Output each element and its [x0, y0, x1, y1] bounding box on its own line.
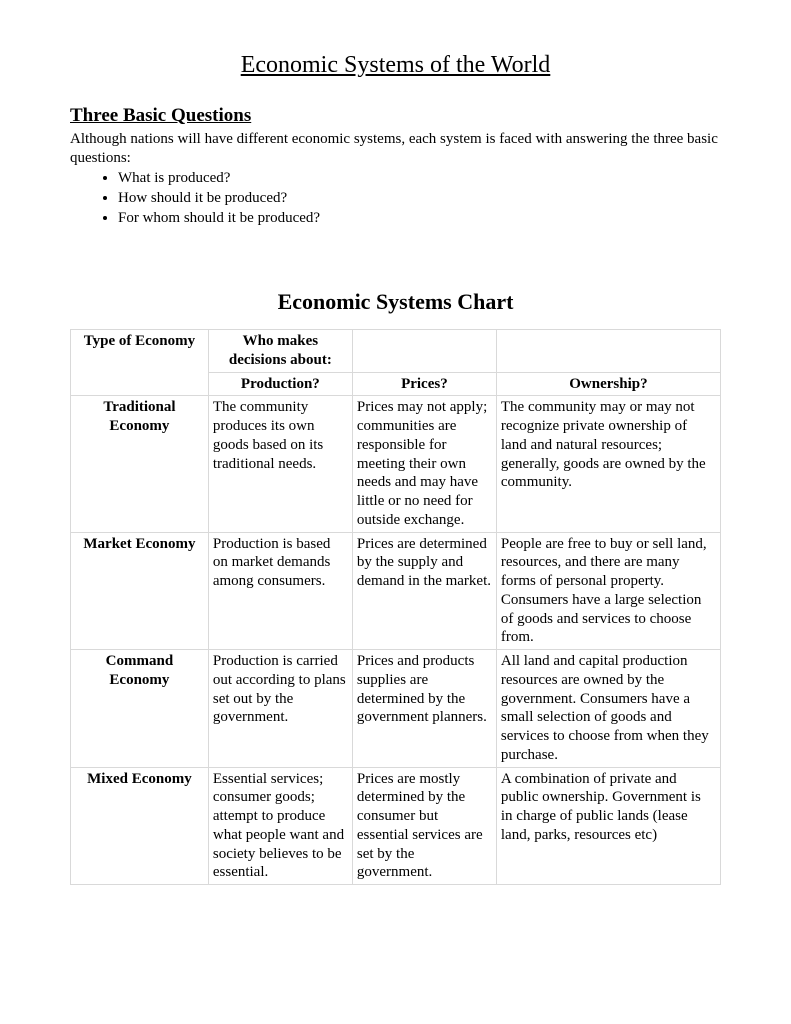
table-row: Command Economy Production is carried ou… — [71, 650, 721, 768]
header-decisions-line2: decisions about: — [229, 352, 332, 368]
row-type: Market Economy — [71, 532, 209, 650]
header-blank-1 — [352, 330, 496, 373]
page-title: Economic Systems of the World — [70, 50, 721, 80]
chart-title: Economic Systems Chart — [70, 288, 721, 316]
row-type-line2: Economy — [109, 418, 169, 434]
row-type: Mixed Economy — [71, 767, 209, 885]
row-ownership: People are free to buy or sell land, res… — [496, 532, 720, 650]
header-ownership: Ownership? — [496, 372, 720, 396]
list-item: For whom should it be produced? — [118, 209, 721, 228]
row-production: Production is based on market demands am… — [208, 532, 352, 650]
row-production: Production is carried out according to p… — [208, 650, 352, 768]
row-type-line1: Traditional — [103, 399, 175, 415]
row-production: The community produces its own goods bas… — [208, 396, 352, 532]
table-row: Traditional Economy The community produc… — [71, 396, 721, 532]
questions-list: What is produced? How should it be produ… — [118, 169, 721, 227]
list-item: What is produced? — [118, 169, 721, 188]
table-header-row-1: Type of Economy Who makes decisions abou… — [71, 330, 721, 373]
row-ownership: A combination of private and public owne… — [496, 767, 720, 885]
intro-text: Although nations will have different eco… — [70, 130, 721, 168]
row-prices: Prices and products supplies are determi… — [352, 650, 496, 768]
section-heading: Three Basic Questions — [70, 104, 721, 128]
table-row: Mixed Economy Essential services; consum… — [71, 767, 721, 885]
header-decisions: Who makes decisions about: — [208, 330, 352, 373]
row-type: Traditional Economy — [71, 396, 209, 532]
header-type: Type of Economy — [71, 330, 209, 396]
header-prices: Prices? — [352, 372, 496, 396]
list-item: How should it be produced? — [118, 189, 721, 208]
table-row: Market Economy Production is based on ma… — [71, 532, 721, 650]
header-production: Production? — [208, 372, 352, 396]
row-prices: Prices may not apply; communities are re… — [352, 396, 496, 532]
header-decisions-line1: Who makes — [243, 333, 318, 349]
row-ownership: The community may or may not recognize p… — [496, 396, 720, 532]
row-type: Command Economy — [71, 650, 209, 768]
row-prices: Prices are determined by the supply and … — [352, 532, 496, 650]
row-prices: Prices are mostly determined by the cons… — [352, 767, 496, 885]
row-ownership: All land and capital production resource… — [496, 650, 720, 768]
economic-systems-table: Type of Economy Who makes decisions abou… — [70, 329, 721, 885]
row-production: Essential services; consumer goods; atte… — [208, 767, 352, 885]
header-blank-2 — [496, 330, 720, 373]
